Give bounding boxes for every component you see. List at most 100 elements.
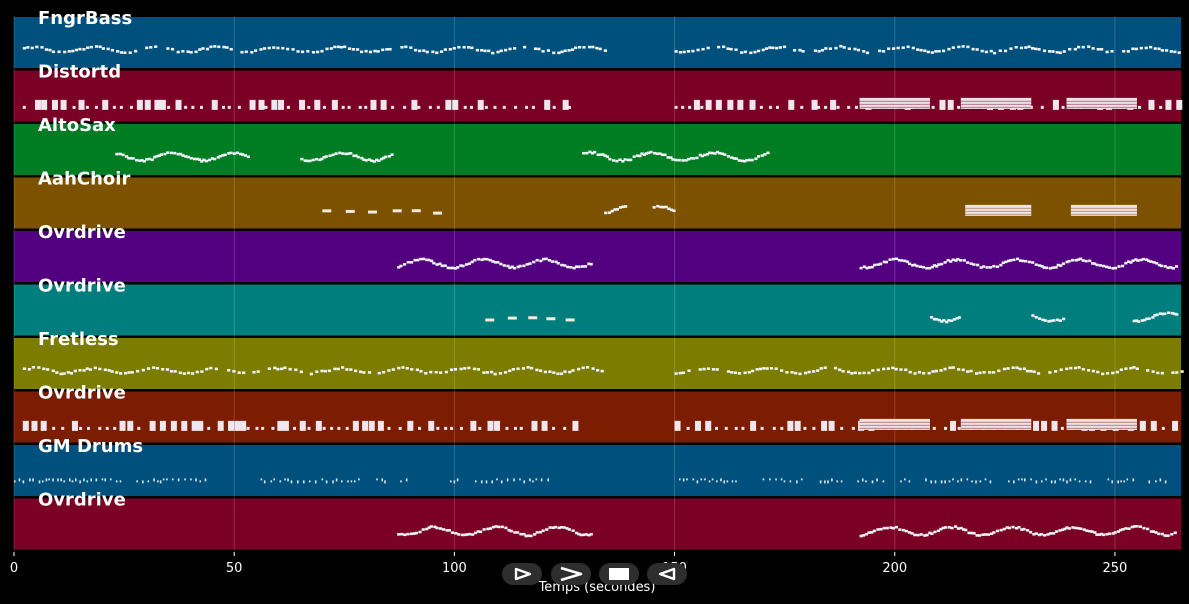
stop-button[interactable] xyxy=(599,563,639,585)
note xyxy=(1018,367,1022,371)
note xyxy=(931,370,935,373)
note xyxy=(753,50,757,54)
x-tick-label: 250 xyxy=(1103,561,1128,576)
note xyxy=(439,50,444,53)
note xyxy=(300,157,304,161)
note xyxy=(98,426,102,430)
note xyxy=(1117,265,1121,268)
note xyxy=(473,531,478,535)
note-block xyxy=(960,97,1032,109)
note xyxy=(1145,317,1149,321)
note xyxy=(1087,45,1091,48)
note xyxy=(669,156,673,159)
note xyxy=(430,259,434,263)
note xyxy=(585,151,589,155)
note xyxy=(535,258,539,262)
note xyxy=(700,478,703,481)
note xyxy=(1003,49,1008,53)
note xyxy=(1096,370,1100,374)
note xyxy=(413,258,417,262)
note xyxy=(513,47,517,50)
note xyxy=(52,426,56,430)
note xyxy=(127,371,131,374)
note xyxy=(360,156,364,160)
note xyxy=(1054,370,1058,373)
note xyxy=(823,366,827,370)
note xyxy=(341,152,345,155)
note xyxy=(459,264,463,267)
note xyxy=(678,478,681,481)
note xyxy=(519,478,521,481)
note xyxy=(78,47,82,51)
note xyxy=(980,49,984,53)
note xyxy=(772,426,776,430)
labels-layer: FngrBass Distortd AltoSax AahChoir Ovrdrive O… xyxy=(38,8,143,511)
note xyxy=(615,208,620,211)
note xyxy=(1165,99,1172,110)
note xyxy=(889,526,893,529)
note xyxy=(329,47,333,50)
note xyxy=(1081,367,1085,371)
note xyxy=(684,158,688,162)
note xyxy=(232,152,236,155)
note xyxy=(359,50,364,54)
note xyxy=(121,153,125,157)
note xyxy=(1159,105,1163,109)
note xyxy=(391,368,395,371)
note xyxy=(982,265,986,268)
note xyxy=(1046,533,1050,536)
note xyxy=(1054,480,1056,484)
note xyxy=(828,420,835,431)
note xyxy=(48,478,50,481)
note xyxy=(1098,264,1102,267)
note xyxy=(1069,366,1073,370)
note xyxy=(644,152,648,155)
note xyxy=(664,205,668,209)
note xyxy=(321,478,324,481)
note xyxy=(463,367,467,370)
note xyxy=(1173,50,1177,54)
rewind-button[interactable] xyxy=(647,563,687,585)
note xyxy=(1088,259,1092,263)
note xyxy=(110,48,114,52)
note xyxy=(1065,526,1069,529)
note xyxy=(1067,259,1071,263)
note xyxy=(478,530,483,534)
note xyxy=(1146,369,1150,372)
note xyxy=(780,426,784,430)
note xyxy=(513,426,517,430)
note xyxy=(899,259,904,262)
note xyxy=(995,265,1000,269)
note xyxy=(1019,46,1024,50)
play-button[interactable] xyxy=(502,563,542,585)
note xyxy=(327,369,332,373)
note xyxy=(454,531,458,535)
note xyxy=(450,266,455,270)
note xyxy=(63,480,65,483)
note xyxy=(109,478,112,481)
note xyxy=(696,480,699,484)
forward-button[interactable] xyxy=(551,563,591,585)
note xyxy=(403,533,407,537)
note xyxy=(409,260,414,264)
note xyxy=(774,367,778,370)
note xyxy=(894,257,899,261)
note xyxy=(934,50,938,53)
note xyxy=(400,45,404,49)
note xyxy=(372,160,376,163)
note xyxy=(587,45,592,49)
note xyxy=(493,260,498,264)
note xyxy=(354,154,358,157)
note xyxy=(503,48,508,52)
note xyxy=(283,366,287,370)
note xyxy=(27,368,31,371)
note xyxy=(778,46,782,49)
note xyxy=(899,368,903,371)
note xyxy=(1111,532,1115,535)
note xyxy=(930,480,933,484)
note xyxy=(425,527,429,531)
note xyxy=(288,367,292,371)
note xyxy=(472,367,477,371)
note xyxy=(898,528,902,531)
track-label: Fretless xyxy=(38,329,119,350)
